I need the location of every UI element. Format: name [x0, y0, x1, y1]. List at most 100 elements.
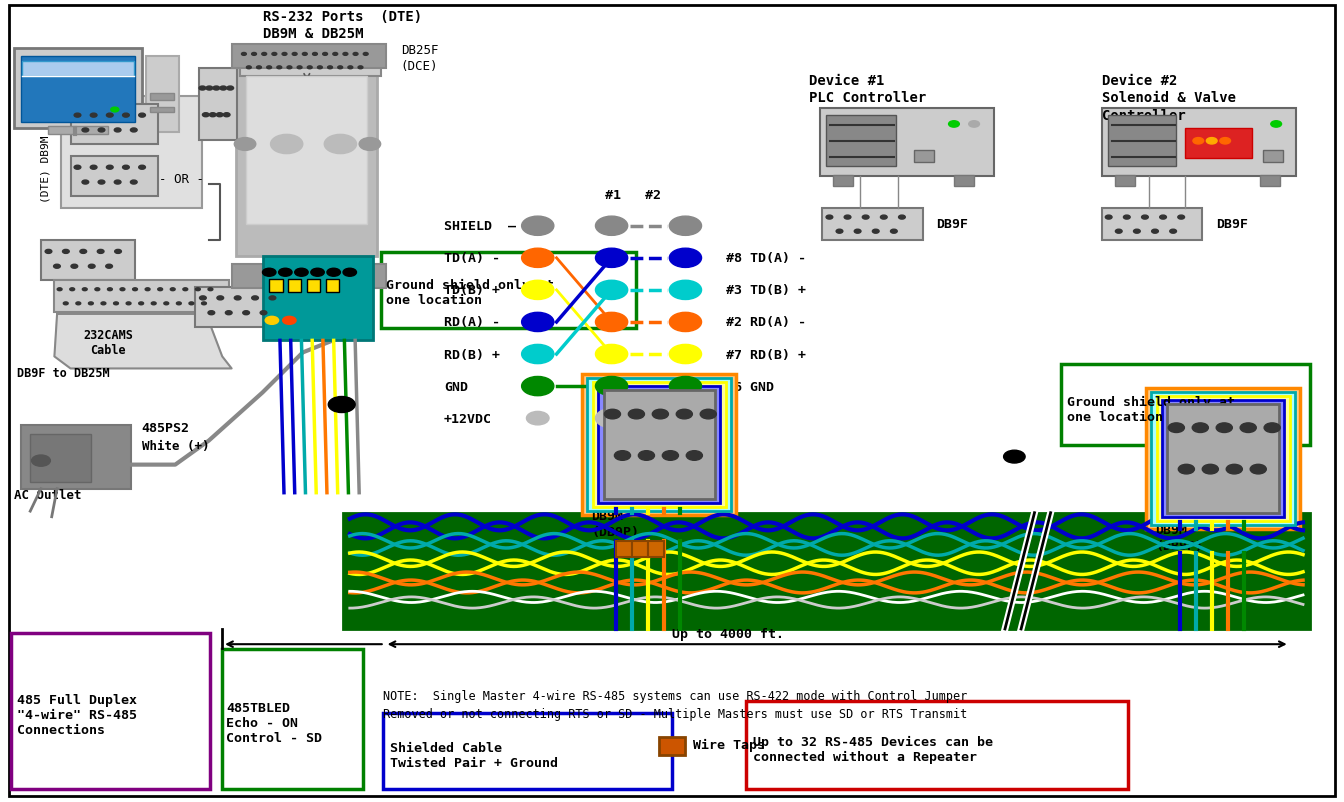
FancyBboxPatch shape	[70, 105, 157, 145]
Text: TD(A) -: TD(A) -	[444, 252, 500, 265]
Circle shape	[595, 217, 628, 236]
FancyBboxPatch shape	[1152, 392, 1296, 525]
FancyBboxPatch shape	[288, 280, 301, 293]
Circle shape	[183, 289, 188, 291]
Circle shape	[164, 302, 169, 306]
FancyBboxPatch shape	[598, 387, 720, 504]
Circle shape	[138, 114, 145, 118]
Text: Device #2: Device #2	[1102, 74, 1177, 87]
Circle shape	[266, 67, 271, 70]
FancyBboxPatch shape	[380, 253, 636, 329]
Text: 232CAMS
Cable: 232CAMS Cable	[83, 329, 133, 357]
Circle shape	[595, 249, 628, 268]
Circle shape	[223, 114, 230, 118]
Circle shape	[638, 451, 655, 460]
Circle shape	[1179, 464, 1195, 474]
Text: DB9F: DB9F	[937, 217, 969, 230]
Circle shape	[114, 250, 121, 254]
Text: #7 RD(B) +: #7 RD(B) +	[726, 348, 805, 361]
Text: GND: GND	[444, 380, 468, 393]
Circle shape	[203, 114, 210, 118]
Circle shape	[1192, 423, 1208, 433]
Circle shape	[1133, 230, 1140, 234]
FancyBboxPatch shape	[199, 69, 237, 141]
Circle shape	[595, 409, 628, 428]
Text: Solenoid & Valve: Solenoid & Valve	[1102, 91, 1235, 105]
FancyBboxPatch shape	[823, 209, 923, 241]
Text: OR: OR	[336, 48, 351, 61]
Text: DB9M: DB9M	[1156, 523, 1187, 536]
FancyBboxPatch shape	[60, 97, 202, 209]
Circle shape	[595, 345, 628, 364]
Circle shape	[138, 302, 144, 306]
Text: AC Outlet: AC Outlet	[15, 488, 82, 502]
Polygon shape	[54, 314, 231, 369]
Circle shape	[63, 250, 70, 254]
Circle shape	[106, 166, 113, 170]
Text: #8 TD(A) -: #8 TD(A) -	[726, 252, 805, 265]
Circle shape	[261, 311, 267, 315]
Circle shape	[1105, 216, 1111, 220]
Circle shape	[31, 456, 50, 467]
Text: DB9M: DB9M	[591, 509, 624, 522]
FancyBboxPatch shape	[325, 280, 339, 293]
Circle shape	[595, 313, 628, 332]
Circle shape	[297, 67, 302, 70]
Circle shape	[969, 122, 980, 128]
Text: #6 GND: #6 GND	[726, 380, 774, 393]
Text: RS-232 Ports  (DTE): RS-232 Ports (DTE)	[262, 10, 422, 24]
Circle shape	[855, 230, 862, 234]
Circle shape	[243, 311, 250, 315]
Circle shape	[521, 377, 554, 396]
Circle shape	[234, 297, 241, 301]
Circle shape	[226, 311, 233, 315]
Text: DB9F: DB9F	[1216, 217, 1247, 230]
Circle shape	[343, 54, 348, 56]
FancyBboxPatch shape	[827, 116, 896, 168]
FancyBboxPatch shape	[195, 287, 289, 327]
Circle shape	[130, 129, 137, 133]
FancyBboxPatch shape	[1116, 176, 1136, 186]
Circle shape	[82, 129, 89, 133]
Text: RD(B) +: RD(B) +	[444, 348, 500, 361]
Circle shape	[614, 451, 630, 460]
Circle shape	[251, 54, 257, 56]
FancyBboxPatch shape	[1163, 400, 1285, 517]
Circle shape	[46, 250, 52, 254]
FancyBboxPatch shape	[47, 128, 108, 136]
Circle shape	[949, 122, 960, 128]
FancyBboxPatch shape	[231, 45, 386, 69]
Circle shape	[333, 54, 337, 56]
Text: DB9M & DB25M: DB9M & DB25M	[262, 26, 363, 41]
Circle shape	[110, 108, 118, 113]
FancyBboxPatch shape	[1062, 365, 1310, 445]
Circle shape	[669, 345, 702, 364]
Circle shape	[75, 302, 81, 306]
FancyBboxPatch shape	[149, 95, 173, 101]
FancyBboxPatch shape	[746, 701, 1129, 789]
FancyBboxPatch shape	[262, 257, 372, 341]
Text: TD(B) +: TD(B) +	[444, 284, 500, 297]
Circle shape	[827, 216, 833, 220]
FancyBboxPatch shape	[914, 151, 934, 163]
Circle shape	[108, 289, 113, 291]
Text: (DCE): (DCE)	[401, 59, 438, 72]
Circle shape	[171, 289, 175, 291]
FancyBboxPatch shape	[145, 57, 179, 133]
Circle shape	[133, 289, 137, 291]
Circle shape	[246, 67, 251, 70]
Circle shape	[74, 114, 81, 118]
Circle shape	[82, 289, 87, 291]
Text: 485TBLED
Echo - ON
Control - SD: 485TBLED Echo - ON Control - SD	[226, 702, 323, 744]
Text: Up to 4000 ft.: Up to 4000 ft.	[672, 627, 784, 640]
Circle shape	[114, 302, 118, 306]
FancyBboxPatch shape	[22, 57, 134, 123]
Circle shape	[282, 54, 286, 56]
FancyBboxPatch shape	[269, 280, 282, 293]
Circle shape	[1124, 216, 1130, 220]
Text: Ground shield only at
one location: Ground shield only at one location	[386, 279, 554, 307]
Circle shape	[700, 410, 716, 419]
Circle shape	[669, 409, 702, 428]
Circle shape	[521, 313, 554, 332]
Circle shape	[595, 281, 628, 300]
